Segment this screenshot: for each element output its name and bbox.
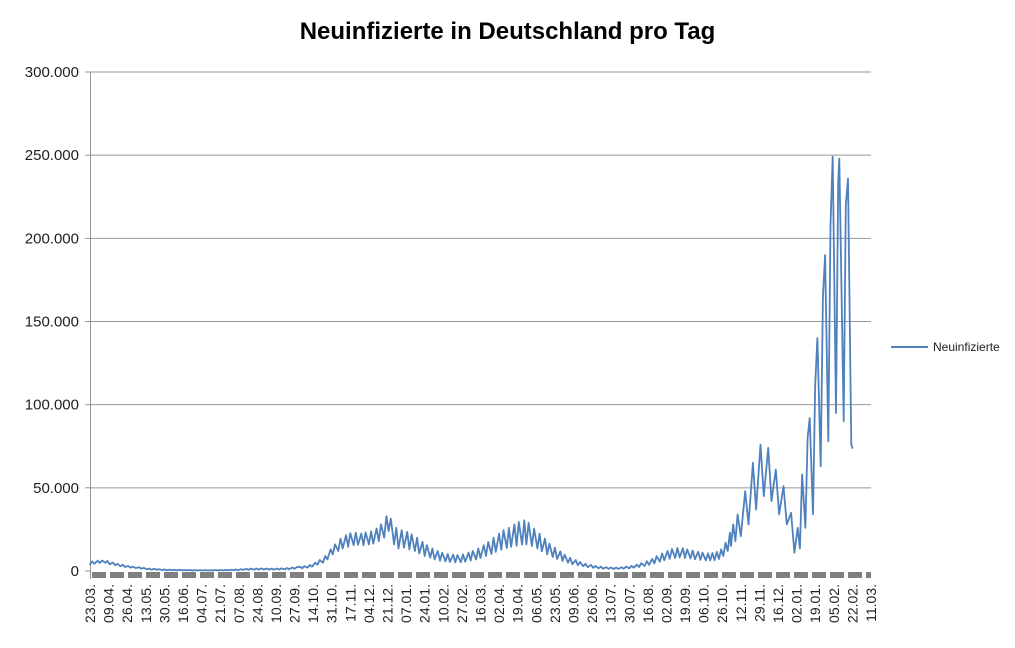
x-axis-label: 06.10. [696,584,712,623]
x-axis-label: 10.02. [435,584,451,623]
x-axis-label: 19.04. [510,584,526,623]
x-axis-label: 27.02. [454,584,470,623]
x-axis-label: 02.01. [789,584,805,623]
x-axis-label: 21.12. [380,584,396,623]
y-axis-label: 50.000 [33,480,79,497]
x-axis-label: 24.01. [417,584,433,623]
x-axis-label: 29.11. [751,584,767,622]
x-axis-label: 16.08. [640,584,656,623]
x-axis-label: 31.10. [324,584,340,623]
series-line-neuinfizierte [89,155,854,572]
x-axis-label: 07.01. [398,584,414,623]
legend: Neuinfizierte [891,340,1000,354]
x-axis-label: 16.03. [473,584,489,623]
x-axis-label: 30.05. [156,584,172,623]
x-axis-label: 26.10. [714,584,730,623]
legend-label: Neuinfizierte [933,340,1000,354]
chart-title: Neuinfizierte in Deutschland pro Tag [299,18,716,45]
x-axis-label: 16.06. [175,584,191,623]
x-axis-label: 16.12. [770,584,786,623]
x-axis-label: 24.08. [249,584,265,623]
x-axis-label: 22.02. [844,584,860,623]
x-axis-label: 14.10. [305,584,321,623]
x-axis-label: 19.01. [807,584,823,623]
y-axis-label: 0 [71,563,79,580]
x-axis-label: 26.04. [119,584,135,623]
x-axis-label: 09.06. [565,584,581,623]
x-axis-label: 10.09. [268,584,284,623]
x-axis-label: 21.07. [212,584,228,623]
y-axis-label: 200.000 [25,230,79,247]
x-axis-label: 02.04. [491,584,507,623]
x-axis-label: 04.12. [361,584,377,623]
x-axis-label: 11.03. [863,584,879,622]
y-axis-label: 100.000 [25,397,79,414]
x-axis-label: 23.05. [547,584,563,623]
x-axis-label: 02.09. [658,584,674,623]
y-axis-label: 150.000 [25,314,79,331]
x-axis-label: 13.07. [603,584,619,623]
x-axis-label: 09.04. [101,584,117,623]
y-axis-label: 250.000 [25,147,79,164]
x-axis-label: 19.09. [677,584,693,623]
x-axis-label: 04.07. [194,584,210,623]
x-axis-label: 13.05. [138,584,154,623]
x-axis-label: 23.03. [82,584,98,623]
x-axis-label: 27.09. [287,584,303,623]
legend-line-sample [891,346,928,348]
x-axis-label: 07.08. [231,584,247,623]
y-axis-label: 300.000 [25,64,79,81]
x-axis-label: 26.06. [584,584,600,623]
x-axis-label: 12.11. [733,584,749,622]
x-axis-label: 05.02. [826,584,842,623]
x-axis-label: 17.11. [342,584,358,622]
x-axis-label: 06.05. [528,584,544,623]
x-axis-label: 30.07. [621,584,637,623]
